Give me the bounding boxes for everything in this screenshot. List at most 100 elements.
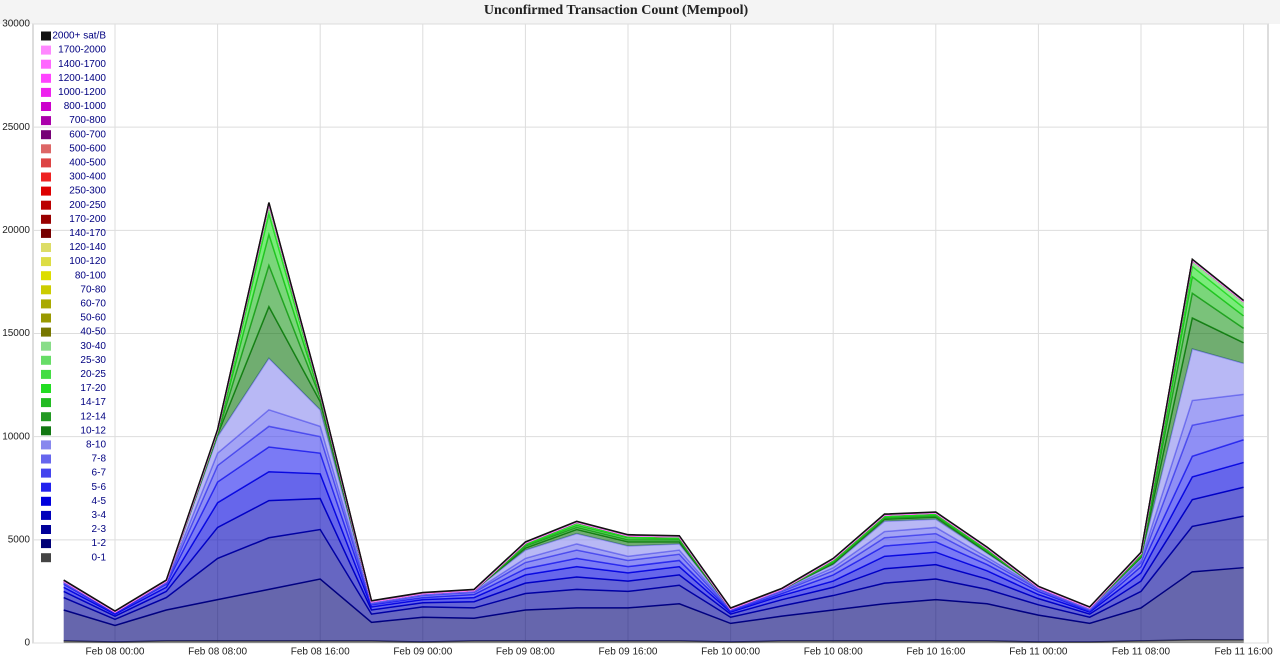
x-tick-label: Feb 09 00:00	[393, 647, 452, 658]
x-tick-label: Feb 08 08:00	[188, 647, 247, 658]
legend-label: 2000+ sat/B	[52, 31, 106, 42]
legend-label: 300-400	[69, 172, 106, 183]
x-tick-label: Feb 10 08:00	[804, 647, 863, 658]
legend-swatch	[41, 369, 51, 379]
legend-swatch	[41, 468, 51, 478]
legend-label: 12-14	[80, 411, 106, 422]
legend-label: 7-8	[92, 454, 107, 465]
title-bar	[0, 0, 1280, 24]
x-tick-label: Feb 08 16:00	[291, 647, 350, 658]
legend-label: 70-80	[80, 284, 106, 295]
legend-swatch	[41, 454, 51, 464]
legend-label: 0-1	[92, 552, 107, 563]
legend-swatch	[41, 313, 51, 323]
legend-label: 700-800	[69, 115, 106, 126]
legend-swatch	[41, 45, 51, 55]
y-tick-label: 20000	[2, 225, 30, 236]
legend-label: 170-200	[69, 214, 106, 225]
legend-label: 8-10	[86, 440, 106, 451]
legend-swatch	[41, 510, 51, 520]
legend-label: 600-700	[69, 129, 106, 140]
legend-swatch	[41, 412, 51, 422]
legend-label: 1400-1700	[58, 59, 106, 70]
legend-swatch	[41, 355, 51, 365]
legend-swatch	[41, 172, 51, 182]
legend-label: 50-60	[80, 313, 106, 324]
legend-swatch	[41, 214, 51, 224]
legend-swatch	[41, 102, 51, 111]
x-tick-label: Feb 10 00:00	[701, 647, 760, 658]
legend-swatch	[41, 87, 51, 97]
legend-label: 4-5	[92, 496, 107, 507]
legend-swatch	[41, 482, 51, 492]
legend-swatch	[41, 130, 51, 140]
legend-label: 400-500	[69, 158, 106, 169]
legend-label: 1700-2000	[58, 45, 106, 56]
legend-swatch	[41, 341, 51, 351]
legend-swatch	[41, 440, 51, 450]
y-tick-label: 30000	[2, 19, 30, 30]
chart-title: Unconfirmed Transaction Count (Mempool)	[484, 3, 749, 18]
x-tick-label: Feb 11 08:00	[1112, 647, 1171, 658]
x-tick-label: Feb 09 16:00	[599, 647, 658, 658]
legend-swatch	[41, 398, 51, 408]
legend-label: 60-70	[80, 299, 106, 310]
legend-swatch	[41, 553, 51, 563]
y-tick-label: 10000	[2, 431, 30, 442]
area-layer	[63, 487, 1244, 620]
legend-swatch	[41, 384, 51, 393]
legend-label: 25-30	[80, 355, 106, 366]
legend-swatch	[41, 228, 51, 238]
area-layer	[63, 516, 1244, 626]
legend-label: 1200-1400	[58, 73, 106, 84]
legend-label: 30-40	[80, 341, 106, 352]
legend-swatch	[41, 144, 51, 154]
legend-label: 3-4	[92, 510, 107, 521]
legend-label: 80-100	[75, 270, 107, 281]
legend-label: 200-250	[69, 200, 106, 211]
legend-swatch	[41, 426, 51, 436]
legend-label: 14-17	[80, 397, 106, 408]
legend-swatch	[41, 525, 51, 534]
legend-swatch	[41, 496, 51, 506]
area-layer	[63, 462, 1244, 617]
y-tick-label: 5000	[8, 534, 31, 545]
legend-label: 120-140	[69, 242, 106, 253]
area-layer	[63, 567, 1244, 642]
legend-label: 250-300	[69, 186, 106, 197]
legend-label: 2-3	[92, 524, 107, 535]
y-tick-label: 25000	[2, 122, 30, 133]
legend-swatch	[41, 31, 51, 41]
legend-label: 5-6	[92, 482, 107, 493]
legend-label: 500-600	[69, 143, 106, 154]
legend-label: 17-20	[80, 383, 106, 394]
x-tick-label: Feb 11 16:00	[1214, 647, 1273, 658]
legend-label: 1000-1200	[58, 87, 106, 98]
legend-label: 100-120	[69, 256, 106, 267]
y-tick-label: 15000	[2, 328, 30, 339]
legend-swatch	[41, 299, 51, 309]
legend-label: 10-12	[80, 425, 106, 436]
y-tick-label: 0	[24, 638, 30, 649]
legend-swatch	[41, 243, 51, 252]
x-tick-label: Feb 08 00:00	[86, 647, 145, 658]
legend-label: 140-170	[69, 228, 106, 239]
legend-label: 20-25	[80, 369, 106, 380]
x-tick-label: Feb 10 16:00	[906, 647, 965, 658]
legend-swatch	[41, 539, 51, 549]
legend-swatch	[41, 186, 51, 196]
legend-swatch	[41, 116, 51, 126]
legend-swatch	[41, 158, 51, 168]
legend-label: 6-7	[92, 468, 107, 479]
x-tick-label: Feb 09 08:00	[496, 647, 555, 658]
x-tick-label: Feb 11 00:00	[1009, 647, 1068, 658]
legend-swatch	[41, 200, 51, 210]
area-layer	[63, 439, 1244, 615]
legend-label: 1-2	[92, 538, 107, 549]
legend-swatch	[41, 59, 51, 69]
legend-label: 800-1000	[64, 101, 107, 112]
legend-swatch	[41, 285, 51, 295]
legend-swatch	[41, 257, 51, 267]
legend-swatch	[41, 271, 51, 281]
